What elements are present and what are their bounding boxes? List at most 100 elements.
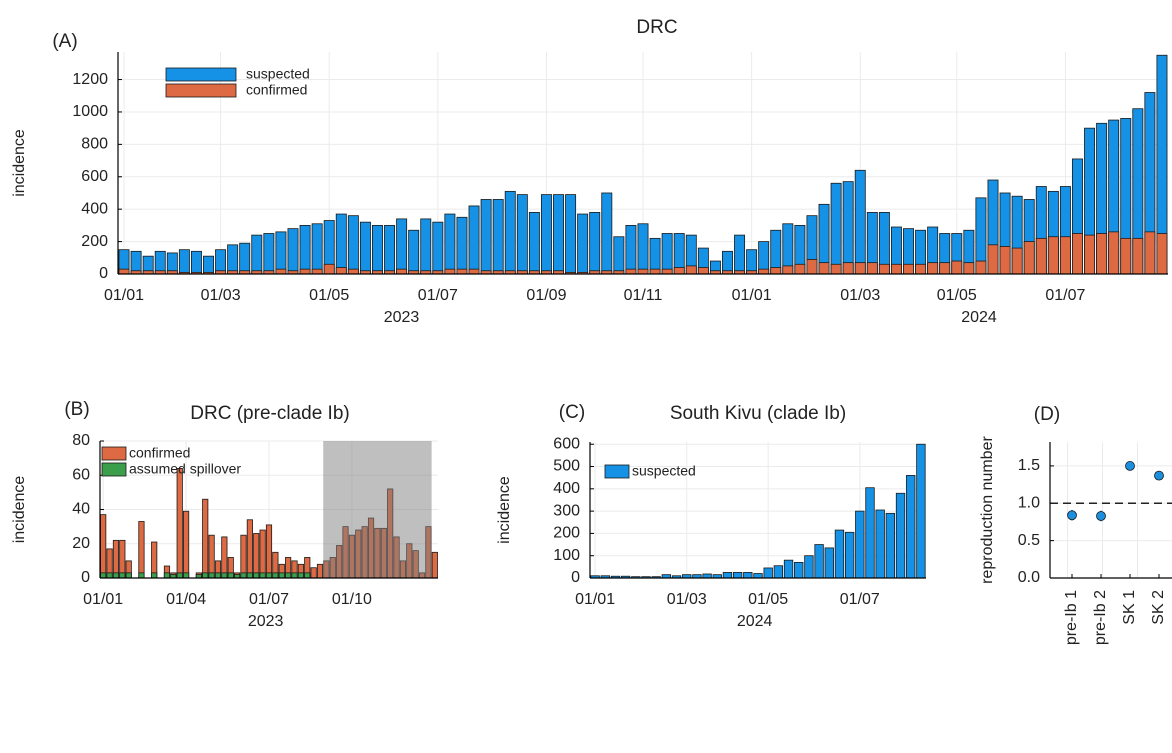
bar [456,268,468,275]
y-tick-label: 0 [81,569,90,586]
x-year-label: 2023 [384,309,420,326]
y-tick-label: 0.5 [1018,532,1040,549]
bar [753,573,763,579]
x-year-label: 2024 [737,613,773,630]
shaded-region [323,441,432,578]
bar [151,572,158,579]
legend-label: suspected [246,66,310,82]
x-tick-label: 01/01 [104,287,144,304]
bar [176,572,183,579]
bar [685,265,697,275]
x-tick-label: 01/03 [201,287,241,304]
bar [1059,236,1071,275]
bar [770,267,782,275]
y-tick-label: 600 [81,168,108,185]
bar [504,190,516,275]
bar [565,194,577,275]
panel-label: (B) [64,399,89,420]
legend-swatch [101,462,127,477]
bar [866,262,878,275]
bar [743,572,753,579]
x-year-label: 2023 [248,613,284,630]
bar [1132,237,1144,275]
bar [1108,231,1120,275]
bar [806,259,818,275]
bar [854,169,866,275]
legend-label: confirmed [129,445,190,461]
bar [637,223,649,275]
bar [697,267,709,275]
x-tick-label: 01/07 [249,591,289,608]
bar [1084,234,1096,275]
bar [246,519,253,579]
bar [323,263,335,275]
x-tick-label: 01/07 [418,287,458,304]
bar [637,268,649,275]
bar [444,268,456,275]
x-tick-label: pre-Ib 2 [1092,590,1109,645]
bar [335,213,347,275]
bar [227,572,234,579]
bar [916,443,926,579]
bar [625,268,637,275]
bar [783,559,794,579]
point [1154,470,1164,481]
bar [259,529,266,579]
bar [311,223,323,275]
bar [702,573,712,579]
bar [1035,237,1047,275]
bar [227,244,239,275]
bar [773,565,784,579]
bar [661,233,673,275]
bar [492,199,504,275]
bar [830,182,842,275]
bar [316,563,324,579]
bar [1156,233,1168,275]
y-tick-label: 1.0 [1018,494,1040,511]
bar [265,524,273,579]
bar [589,212,601,275]
bar [221,536,228,579]
bar [673,267,685,275]
bar [304,572,311,579]
bar [291,572,298,579]
panel-label: (C) [559,402,585,423]
x-tick-label: 01/05 [748,591,788,608]
y-tick-label: 80 [72,432,90,449]
y-axis-label: reproduction number [979,436,996,584]
bar [408,229,420,275]
point [1125,461,1135,471]
bar [818,262,830,275]
bar [299,268,311,275]
bar [875,509,885,579]
bar [601,192,613,275]
y-tick-label: 200 [553,525,580,542]
bar [782,265,794,275]
bar [272,572,279,579]
bar [278,572,285,579]
bar [118,268,130,275]
y-tick-label: 600 [553,435,580,452]
bar [865,487,875,579]
panel-label: (A) [52,31,77,52]
chart-title: DRC (pre-clade Ib) [190,403,349,424]
bar [287,228,299,275]
bar [553,194,564,275]
x-tick-label: SK 1 [1121,590,1138,625]
bar [528,212,540,275]
bar [251,234,263,275]
bar [299,224,311,275]
bar [625,224,637,275]
bar [951,260,963,275]
legend-swatch [165,67,237,82]
bar [246,572,253,579]
bar [468,268,480,275]
bar [176,467,183,579]
panel-label: (D) [1034,404,1060,425]
bar [253,533,260,579]
x-tick-label: 01/07 [1045,287,1085,304]
bar [794,561,804,579]
bar [842,181,854,275]
bar [221,572,228,579]
bar [183,510,190,579]
